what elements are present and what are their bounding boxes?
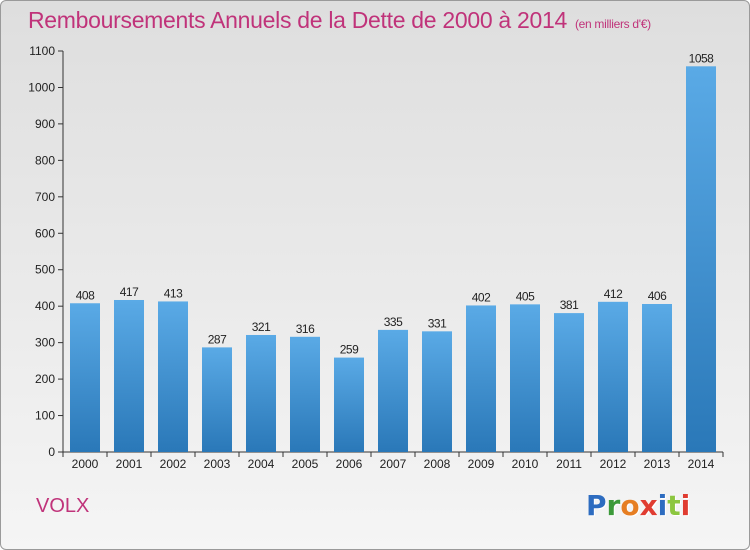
- y-tick-label: 100: [35, 409, 55, 423]
- bar: [598, 301, 628, 452]
- y-tick-label: 900: [35, 117, 55, 131]
- x-tick-label: 2005: [292, 457, 319, 471]
- y-tick-label: 800: [35, 153, 55, 167]
- y-tick-label: 700: [35, 190, 55, 204]
- bar: [466, 305, 496, 452]
- bars: [70, 66, 716, 452]
- x-tick-label: 2012: [600, 457, 627, 471]
- logo-letter: t: [667, 489, 681, 522]
- bar: [554, 313, 584, 452]
- y-tick-label: 1100: [29, 44, 55, 58]
- x-tick-label: 2003: [204, 457, 231, 471]
- unit-label: (en milliers d'€): [574, 17, 651, 31]
- bar: [510, 304, 540, 452]
- bar: [158, 301, 188, 452]
- data-label: 335: [384, 315, 403, 329]
- bar: [642, 303, 672, 452]
- bar: [378, 329, 408, 452]
- chart-title: Remboursements Annuels de la Dette de 20…: [28, 7, 651, 34]
- x-tick-label: 2010: [512, 457, 539, 471]
- logo-letter: r: [606, 489, 621, 522]
- data-label: 412: [604, 287, 623, 301]
- data-label: 413: [164, 286, 183, 300]
- x-tick-label: 2004: [248, 457, 275, 471]
- data-label: 405: [516, 289, 535, 303]
- y-tick-label: 400: [35, 299, 55, 313]
- bar: [246, 334, 276, 452]
- axes: 0 100 200 300 400 500 600 700 800 900 1000 1100 2000…: [28, 44, 724, 471]
- logo-letter: o: [620, 489, 640, 522]
- y-tick-label: 0: [48, 445, 55, 459]
- data-label: 287: [208, 332, 227, 346]
- y-tick-label: 1000: [28, 80, 55, 94]
- x-tick-label: 2013: [644, 457, 671, 471]
- data-label: 417: [120, 285, 139, 299]
- x-tick-label: 2001: [116, 457, 143, 471]
- bar: [422, 331, 452, 452]
- data-label: 381: [560, 298, 579, 312]
- x-tick-label: 2011: [556, 457, 582, 471]
- data-label: 406: [648, 289, 667, 303]
- data-label: 1058: [689, 51, 715, 65]
- bar: [686, 66, 716, 452]
- x-tick-label: 2008: [424, 457, 451, 471]
- y-tick-label: 200: [35, 372, 55, 386]
- bar: [70, 303, 100, 452]
- x-tick-label: 2000: [72, 457, 99, 471]
- data-label: 259: [340, 343, 359, 357]
- bar: [334, 357, 364, 452]
- x-tick-label: 2002: [160, 457, 187, 471]
- logo-letter: i: [657, 489, 668, 522]
- value-labels: 408 417 413 287 321 316 259 335 331 402 405 381 412 4…: [76, 51, 715, 357]
- y-tick-label: 300: [35, 336, 55, 350]
- bar: [202, 347, 232, 452]
- data-label: 331: [428, 316, 447, 330]
- logo-letter: x: [639, 489, 658, 522]
- data-label: 316: [296, 322, 315, 336]
- x-tick-label: 2014: [688, 457, 715, 471]
- bar: [290, 336, 320, 452]
- title-text: Remboursements Annuels de la Dette de 20…: [28, 7, 567, 33]
- data-label: 408: [76, 288, 95, 302]
- x-tick-label: 2007: [380, 457, 407, 471]
- bar: [114, 299, 144, 452]
- place-name: VOLX: [36, 495, 90, 517]
- x-tick-label: 2006: [336, 457, 363, 471]
- data-label: 402: [472, 290, 491, 304]
- proxiti-logo: Proxiti: [586, 489, 690, 522]
- data-label: 321: [252, 320, 271, 334]
- logo-letter: P: [586, 489, 607, 522]
- logo-letter: i: [680, 489, 691, 522]
- x-tick-label: 2009: [468, 457, 495, 471]
- y-tick-label: 600: [35, 226, 55, 240]
- y-tick-label: 500: [35, 263, 55, 277]
